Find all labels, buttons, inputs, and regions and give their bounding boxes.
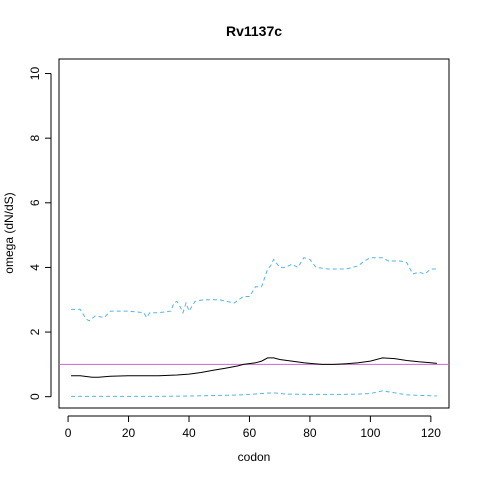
- x-axis-label: codon: [238, 450, 271, 464]
- series-line-2: [71, 257, 437, 322]
- chart-title: Rv1137c: [226, 23, 282, 39]
- y-tick-label: 2: [28, 328, 42, 335]
- y-axis: 0 2 4 6 8 10: [28, 67, 52, 400]
- x-tick-label: 40: [182, 426, 196, 440]
- x-tick-label: 80: [303, 426, 317, 440]
- y-axis-label: omega (dN/dS): [2, 192, 16, 273]
- series-line-3: [71, 390, 437, 397]
- y-tick-label: 8: [28, 135, 42, 142]
- plot-frame: [58, 58, 450, 409]
- x-tick-label: 120: [421, 426, 441, 440]
- y-tick-label: 0: [28, 393, 42, 400]
- x-tick-label: 100: [360, 426, 380, 440]
- plot-area: [59, 257, 449, 397]
- y-tick-label: 4: [28, 264, 42, 271]
- x-tick-label: 0: [65, 426, 72, 440]
- x-tick-label: 60: [243, 426, 257, 440]
- series-line-1: [71, 357, 437, 378]
- x-axis: 0 20 40 60 80 100 120: [65, 415, 441, 440]
- y-tick-label: 6: [28, 199, 42, 206]
- x-tick-label: 20: [122, 426, 136, 440]
- y-tick-label: 10: [28, 67, 42, 81]
